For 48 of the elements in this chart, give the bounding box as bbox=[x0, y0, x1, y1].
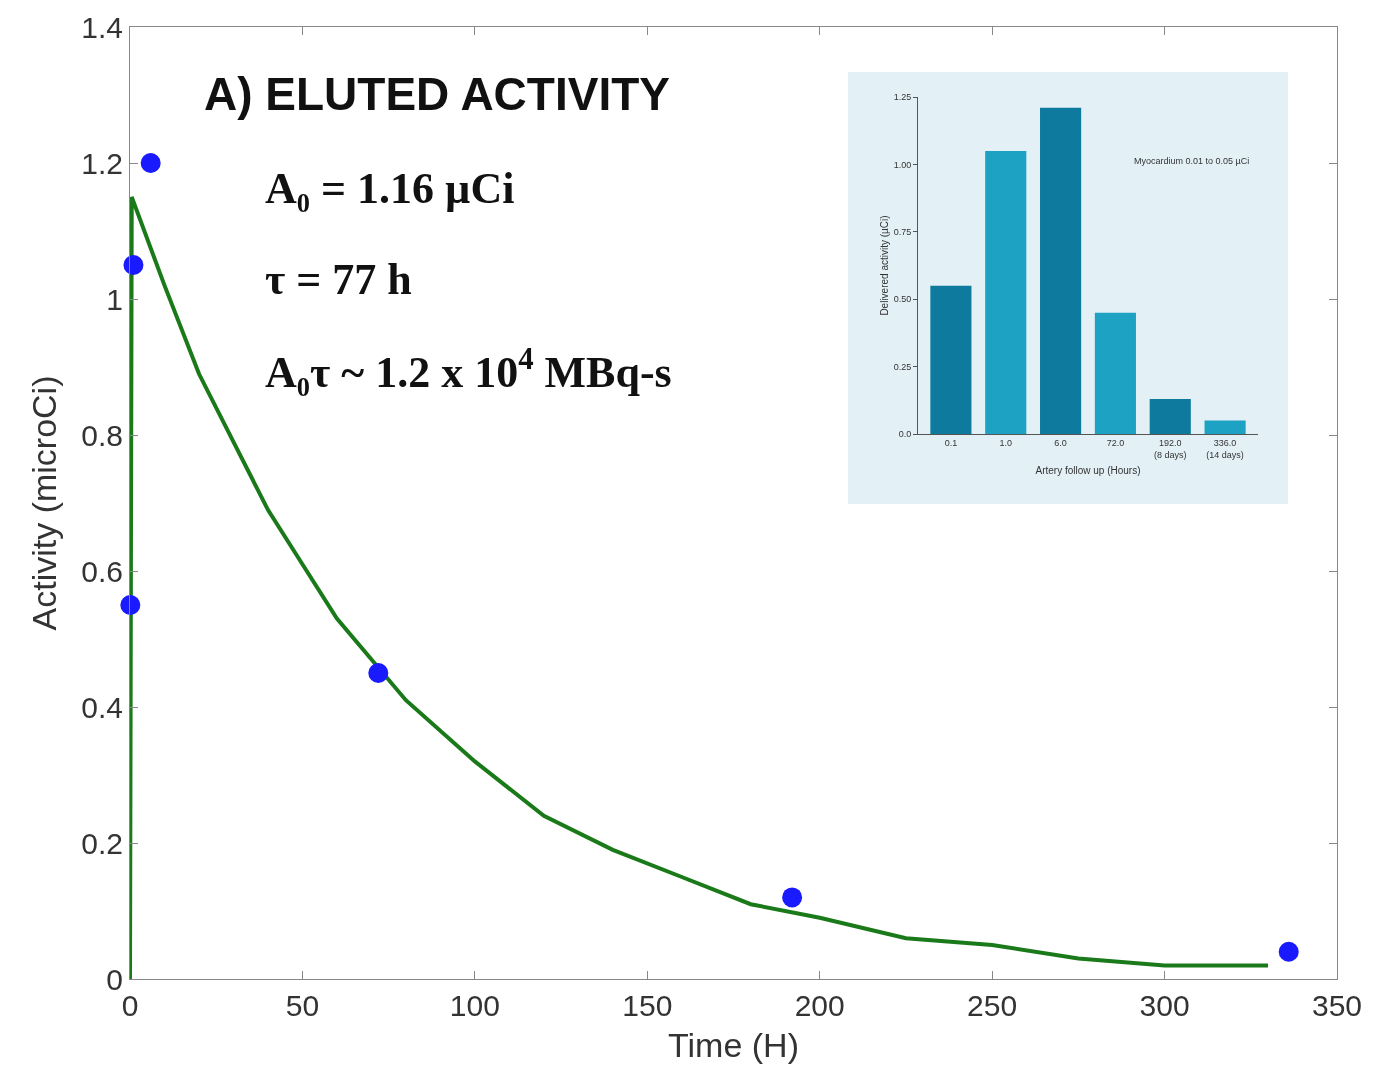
x-tick-label: 72.0 bbox=[1106, 437, 1125, 448]
x-axis-title: Artery follow up (Hours) bbox=[1035, 465, 1141, 476]
x-tick-label: 300 bbox=[1139, 989, 1190, 1022]
y-tick-label: 0.75 bbox=[893, 226, 912, 237]
x-axis-title: Time (H) bbox=[668, 1026, 799, 1065]
y-axis-title: Activity (microCi) bbox=[24, 375, 63, 631]
bar bbox=[930, 285, 972, 434]
bar bbox=[1204, 420, 1246, 434]
y-tick-label: 1.2 bbox=[81, 146, 123, 180]
point bbox=[140, 153, 161, 173]
x-tick-label: 192.0 (8 days) bbox=[1154, 437, 1187, 460]
point bbox=[120, 595, 141, 615]
bar bbox=[985, 150, 1027, 434]
bar bbox=[1040, 107, 1082, 434]
point bbox=[1278, 941, 1299, 962]
y-tick-label: 1.25 bbox=[893, 92, 912, 103]
bar bbox=[1094, 312, 1136, 434]
annotation: A₀τ ~ 1.2 x 10$^{4}$ MBq-s bbox=[265, 342, 672, 398]
bar bbox=[1149, 398, 1191, 434]
y-tick-label: 0 bbox=[106, 962, 123, 996]
y-axis-title: Delivered activity (µCi) bbox=[879, 215, 890, 316]
x-tick-label: 100 bbox=[449, 989, 500, 1022]
y-tick-label: 1.4 bbox=[81, 10, 123, 44]
y-tick-label: 0.2 bbox=[81, 826, 123, 860]
y-tick-label: 0.8 bbox=[81, 418, 123, 452]
y-tick-label: 0.0 bbox=[898, 429, 912, 440]
y-tick-label: 0.25 bbox=[893, 361, 912, 372]
x-tick-label: 150 bbox=[622, 989, 673, 1022]
point bbox=[782, 887, 803, 908]
point bbox=[123, 255, 144, 275]
y-tick-label: 1 bbox=[106, 282, 123, 316]
y-tick-label: 0.4 bbox=[81, 690, 123, 724]
x-tick-label: 250 bbox=[967, 989, 1018, 1022]
x-tick-label: 50 bbox=[285, 989, 320, 1022]
x-tick-label: 336.0 (14 days) bbox=[1206, 437, 1244, 460]
x-tick-label: 350 bbox=[1311, 989, 1363, 1022]
annotation: τ = 77 h bbox=[265, 255, 412, 304]
point bbox=[368, 663, 389, 683]
annotation: A) ELUTED ACTIVITY bbox=[204, 68, 670, 120]
annotation: A₀ = 1.16 µCi bbox=[265, 164, 515, 213]
y-tick-label: 0.50 bbox=[893, 294, 912, 305]
annotation: Myocardium 0.01 to 0.05 µCi bbox=[1134, 156, 1250, 166]
y-tick-label: 1.00 bbox=[893, 159, 912, 170]
x-tick-label: 1.0 bbox=[999, 437, 1012, 448]
x-tick-label: 0.1 bbox=[944, 437, 958, 448]
x-tick-label: 200 bbox=[794, 989, 845, 1022]
x-tick-label: 6.0 bbox=[1054, 437, 1067, 448]
y-tick-label: 0.6 bbox=[81, 554, 123, 588]
